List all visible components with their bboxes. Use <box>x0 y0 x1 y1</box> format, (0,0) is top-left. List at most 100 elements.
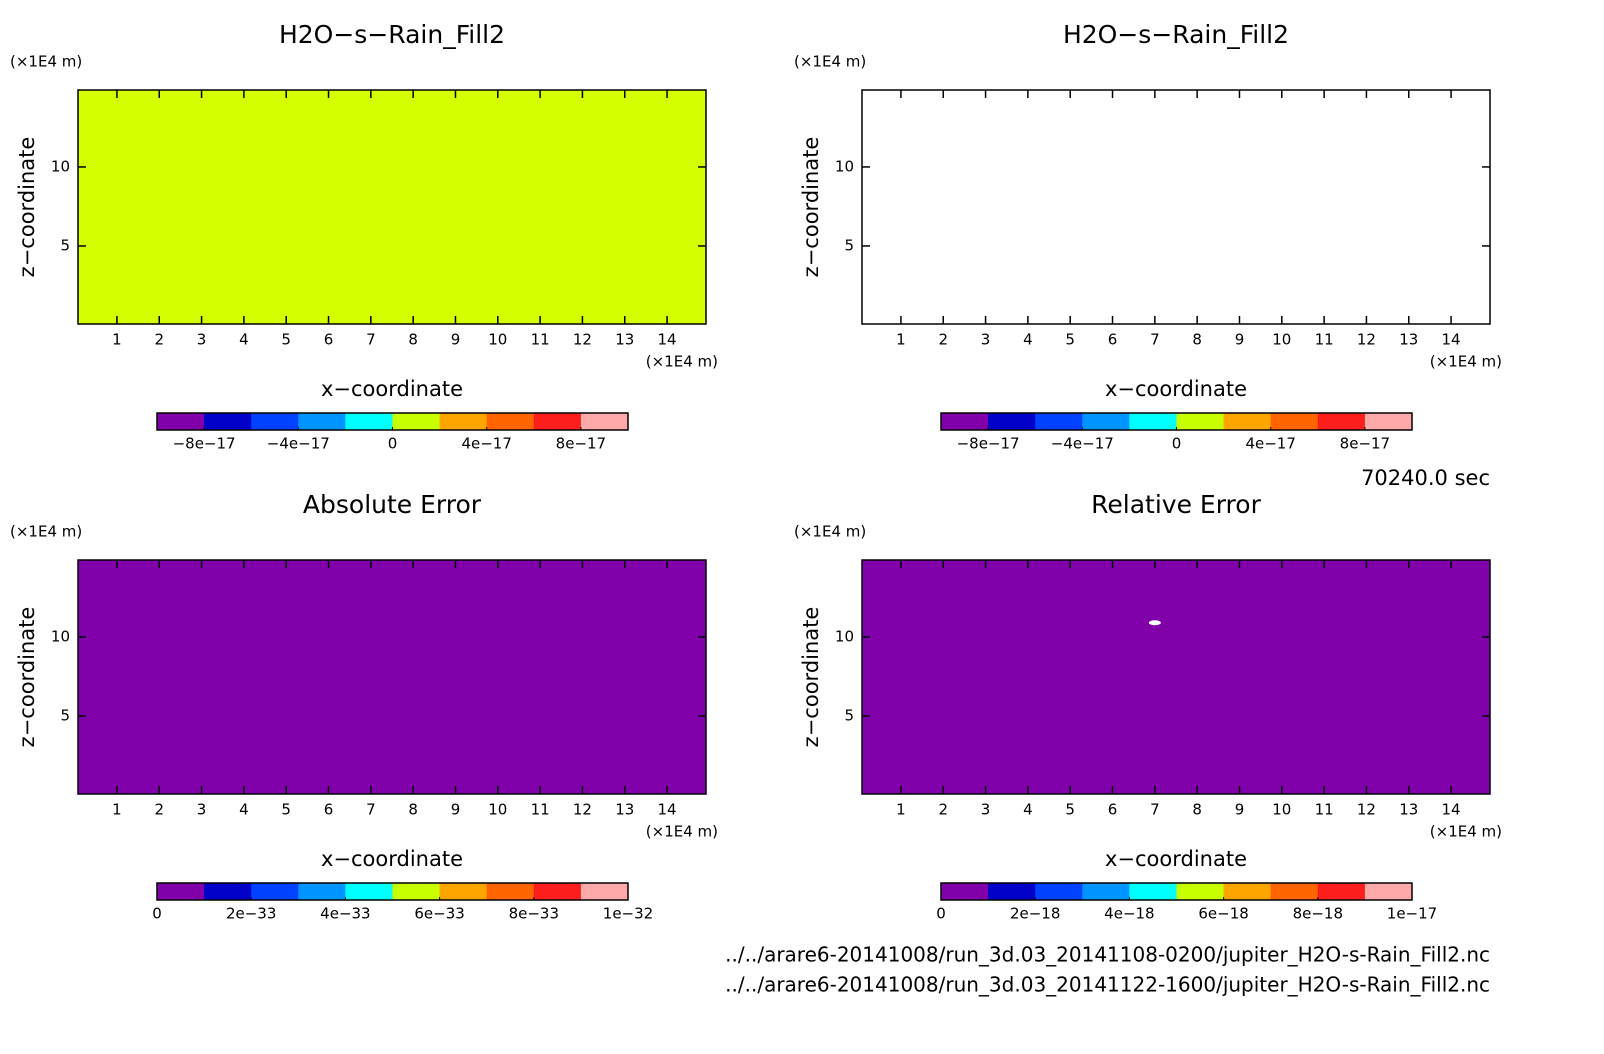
colorbar-bin <box>580 883 629 900</box>
panel: H2O−s−Rain_Fill2 (×1E4 m) (×1E4 m) x−coordi… <box>10 20 718 453</box>
x-axis-label: x−coordinate <box>1105 377 1247 401</box>
x-tick-label: 10 <box>1272 331 1291 349</box>
x-tick-label: 13 <box>615 801 634 819</box>
x-tick-label: 9 <box>451 801 461 819</box>
x-tick-label: 1 <box>112 331 122 349</box>
x-tick-label: 9 <box>451 331 461 349</box>
x-tick-label: 1 <box>112 801 122 819</box>
colorbar-tick-label: −4e−17 <box>267 435 330 453</box>
colorbar-bin <box>533 413 582 430</box>
colorbar-bin <box>345 413 393 430</box>
colorbar-bin <box>251 413 299 430</box>
colorbar-tick-label: 4e−17 <box>1245 435 1295 453</box>
colorbar-tick-label: −8e−17 <box>957 435 1020 453</box>
x-tick-label: 6 <box>1108 801 1118 819</box>
y-unit: (×1E4 m) <box>794 53 866 71</box>
colorbar-tick-label: 2e−33 <box>226 905 276 923</box>
x-tick-label: 3 <box>981 331 991 349</box>
field <box>78 90 706 324</box>
colorbar-frame <box>940 882 1413 901</box>
x-tick-label: 4 <box>239 331 249 349</box>
colorbar-tick-label: −4e−17 <box>1051 435 1114 453</box>
colorbar-tick-label: 8e−17 <box>1340 435 1390 453</box>
x-tick-label: 14 <box>658 801 677 819</box>
colorbar-bin <box>439 413 488 430</box>
colorbar-bin <box>1364 883 1413 900</box>
x-tick-label: 5 <box>281 801 291 819</box>
field <box>78 560 706 794</box>
colorbar-frame <box>156 882 629 901</box>
x-unit: (×1E4 m) <box>1430 823 1502 841</box>
y-tick-label: 10 <box>51 157 70 175</box>
x-tick-label: 6 <box>1108 331 1118 349</box>
colorbar-bin <box>988 413 1036 430</box>
colorbar-bin <box>533 883 582 900</box>
x-tick-label: 2 <box>154 331 164 349</box>
y-tick-label: 5 <box>60 236 70 254</box>
colorbar-bin <box>392 413 441 430</box>
colorbar-tick-label: 8e−18 <box>1293 905 1343 923</box>
x-tick-label: 8 <box>1192 801 1202 819</box>
colorbar-bin <box>1317 413 1366 430</box>
x-axis-label: x−coordinate <box>321 377 463 401</box>
y-axis-label: z−coordinate <box>15 137 39 278</box>
colorbar-bin <box>1035 883 1083 900</box>
x-unit: (×1E4 m) <box>646 353 718 371</box>
time-label: 70240.0 sec <box>1361 466 1490 490</box>
colorbar-bin <box>204 413 252 430</box>
x-tick-label: 6 <box>324 801 334 819</box>
x-tick-label: 7 <box>366 801 376 819</box>
colorbar-bin <box>1364 413 1413 430</box>
panel: Relative Error (×1E4 m) (×1E4 m) x−coordina… <box>794 490 1502 923</box>
y-axis-label: z−coordinate <box>799 607 823 748</box>
colorbar-tick-label: 6e−18 <box>1198 905 1248 923</box>
colorbar-bin <box>392 883 441 900</box>
x-tick-label: 2 <box>154 801 164 819</box>
x-tick-label: 6 <box>324 331 334 349</box>
colorbar-tick-label: 0 <box>1172 435 1182 453</box>
panel: Absolute Error (×1E4 m) (×1E4 m) x−coordina… <box>10 490 718 923</box>
colorbar-bin <box>298 883 346 900</box>
x-unit: (×1E4 m) <box>1430 353 1502 371</box>
x-tick-label: 14 <box>1442 801 1461 819</box>
x-tick-label: 11 <box>1315 331 1334 349</box>
colorbar-bin <box>1129 413 1177 430</box>
x-axis-label: x−coordinate <box>321 847 463 871</box>
x-tick-label: 9 <box>1235 331 1245 349</box>
x-tick-label: 12 <box>1357 331 1376 349</box>
colorbar-bin <box>941 883 989 900</box>
x-tick-label: 11 <box>531 801 550 819</box>
y-unit: (×1E4 m) <box>794 523 866 541</box>
y-tick-label: 5 <box>60 706 70 724</box>
x-tick-label: 14 <box>1442 331 1461 349</box>
x-tick-label: 5 <box>281 331 291 349</box>
x-tick-label: 10 <box>1272 801 1291 819</box>
colorbar-bin <box>439 883 488 900</box>
colorbar-tick-label: 4e−18 <box>1104 905 1154 923</box>
colorbar-bin <box>1035 413 1083 430</box>
x-axis-label: x−coordinate <box>1105 847 1247 871</box>
panel-title: Absolute Error <box>303 490 482 519</box>
colorbar-tick-label: 1e−17 <box>1387 905 1437 923</box>
y-axis-label: z−coordinate <box>799 137 823 278</box>
y-unit: (×1E4 m) <box>10 53 82 71</box>
colorbar-tick-label: −8e−17 <box>173 435 236 453</box>
x-tick-label: 11 <box>531 331 550 349</box>
x-tick-label: 13 <box>1399 801 1418 819</box>
colorbar-bin <box>1082 883 1130 900</box>
colorbar-tick-label: 0 <box>936 905 946 923</box>
colorbar-bin <box>1223 883 1272 900</box>
file-path: ../../arare6-20141008/run_3d.03_20141122… <box>725 973 1490 997</box>
x-tick-label: 2 <box>938 801 948 819</box>
x-unit: (×1E4 m) <box>646 823 718 841</box>
frame <box>77 559 707 795</box>
y-tick-label: 10 <box>835 157 854 175</box>
x-tick-label: 4 <box>1023 331 1033 349</box>
colorbar-tick-label: 0 <box>388 435 398 453</box>
colorbar-bin <box>298 413 346 430</box>
x-tick-label: 13 <box>615 331 634 349</box>
colorbar-bin <box>1176 413 1225 430</box>
colorbar-bin <box>486 413 535 430</box>
colorbar-bin <box>1317 883 1366 900</box>
frame <box>77 89 707 325</box>
